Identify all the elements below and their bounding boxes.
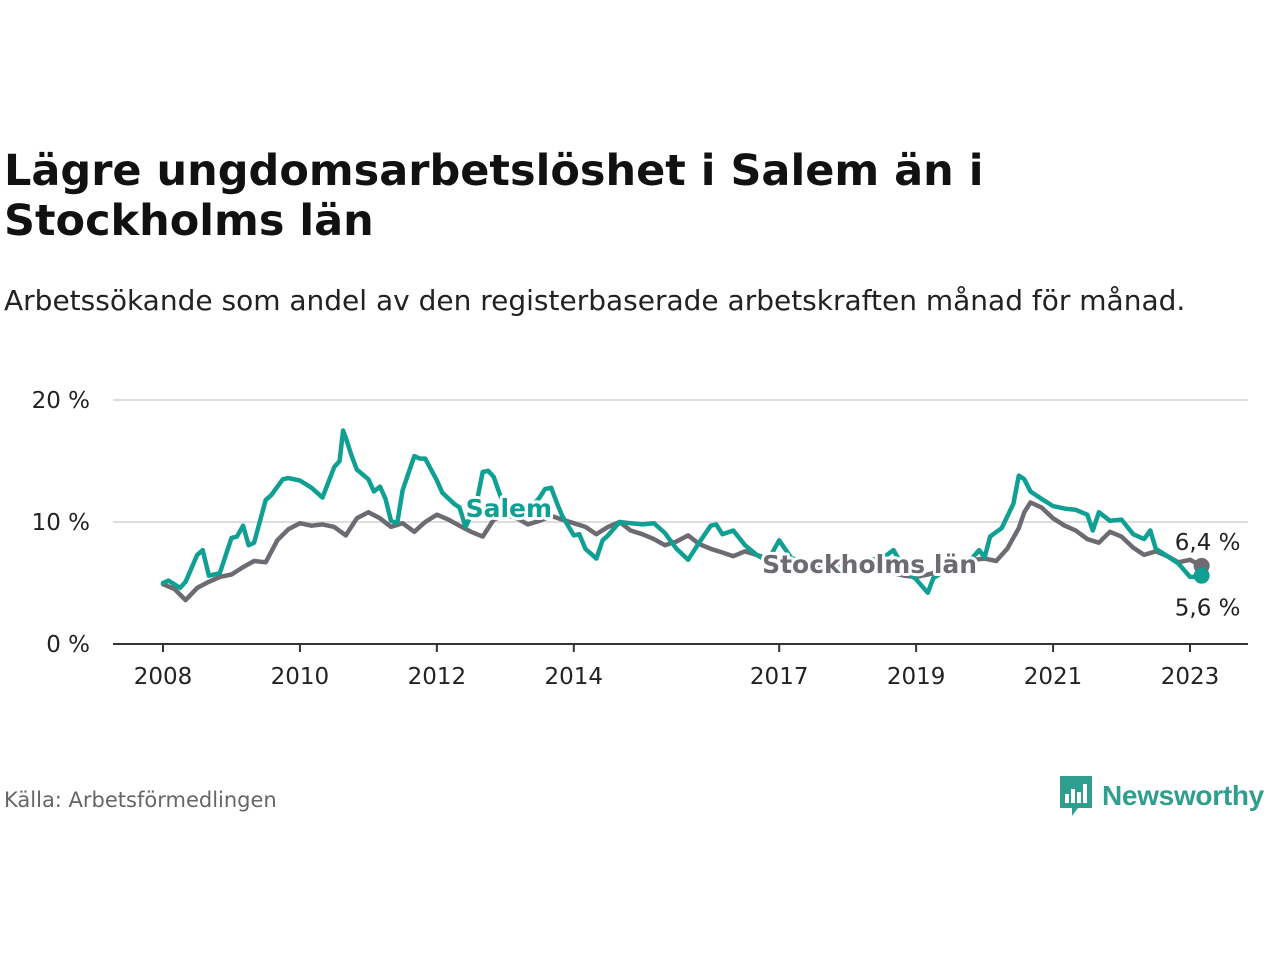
end-label-salem: 5,6 % xyxy=(1175,596,1241,622)
y-tick-label: 10 % xyxy=(32,510,90,536)
y-tick-label: 20 % xyxy=(32,388,90,414)
x-tick-label: 2008 xyxy=(134,664,193,690)
y-tick-label: 0 % xyxy=(46,632,90,658)
end-point-salem xyxy=(1193,567,1210,584)
line-chart: 0 % 10 % 20 % 2008 2010 2012 2014 2017 2019 2021 2… xyxy=(32,388,1248,690)
x-tick-label: 2023 xyxy=(1161,664,1220,690)
x-tick-label: 2019 xyxy=(887,664,946,690)
series-label-stockholms-lan: Stockholms län xyxy=(762,550,977,579)
chart-title: Lägre ungdomsarbetslöshet i Salem än i S… xyxy=(4,146,984,246)
source-note: Källa: Arbetsförmedlingen xyxy=(4,788,277,812)
series-line-salem xyxy=(160,428,1204,596)
end-label-stockholms-lan: 6,4 % xyxy=(1175,530,1241,556)
x-tick-label: 2010 xyxy=(271,664,330,690)
newsworthy-logo[interactable]: Newsworthy xyxy=(1058,772,1264,820)
series-label-salem: Salem xyxy=(466,494,552,523)
x-tick-label: 2021 xyxy=(1024,664,1083,690)
chart-subtitle: Arbetssökande som andel av den registerb… xyxy=(4,284,1186,317)
bar-chart-icon xyxy=(1060,776,1092,816)
x-tick-label: 2014 xyxy=(545,664,604,690)
x-tick-label: 2012 xyxy=(408,664,467,690)
series-line-stockholms-lan xyxy=(160,500,1204,603)
brand-name: Newsworthy xyxy=(1102,780,1264,811)
x-tick-label: 2017 xyxy=(750,664,809,690)
